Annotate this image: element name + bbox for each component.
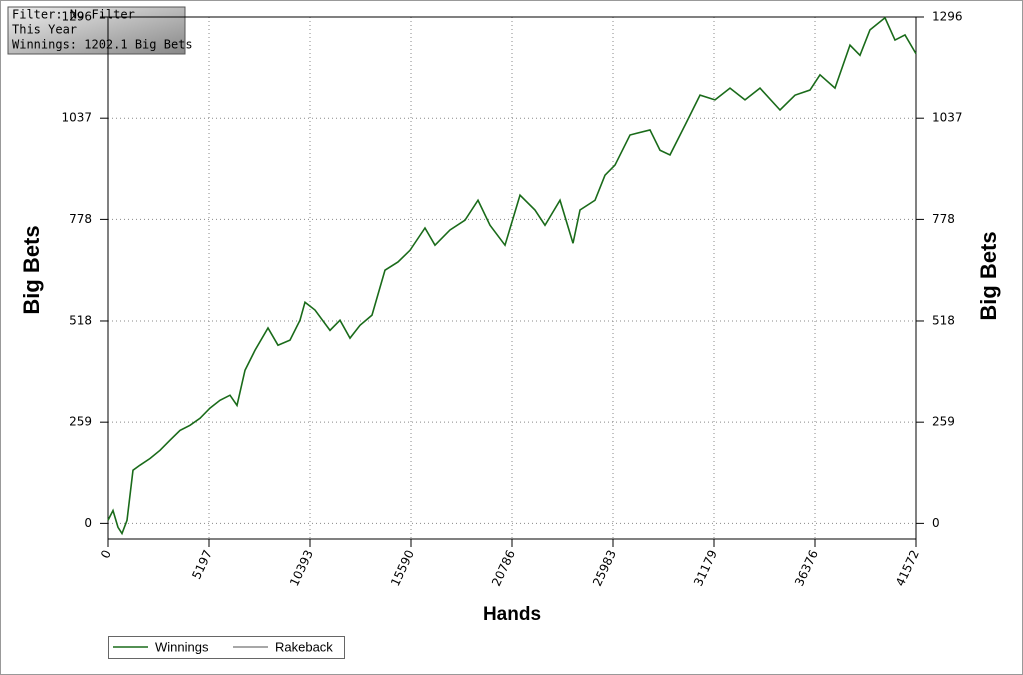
y2-tick-label: 1296 (932, 10, 963, 24)
legend-label: Winnings (155, 639, 209, 654)
y-tick-label: 1037 (61, 111, 92, 125)
x-axis-label: Hands (483, 604, 541, 625)
y-tick-label: 1296 (61, 10, 92, 24)
y2-tick-label: 778 (932, 212, 955, 226)
info-text: Filter: No Filter (12, 8, 135, 22)
y-tick-label: 0 (84, 516, 92, 530)
y2-tick-label: 1037 (932, 111, 963, 125)
y2-tick-label: 0 (932, 516, 940, 530)
y-tick-label: 778 (69, 212, 92, 226)
info-box (7, 6, 186, 55)
y2-tick-label: 259 (932, 415, 955, 429)
y-tick-label: 259 (69, 415, 92, 429)
info-text: This Year (12, 23, 77, 37)
y-tick-label: 518 (69, 313, 92, 327)
legend-box (108, 636, 345, 659)
y2-tick-label: 518 (932, 313, 955, 327)
y-axis-label: Big Bets (19, 225, 44, 314)
plot-frame (107, 16, 917, 540)
legend-label: Rakeback (275, 639, 333, 654)
series-line (107, 16, 917, 536)
y2-axis-label: Big Bets (976, 231, 1001, 320)
info-text: Winnings: 1202.1 Big Bets (12, 38, 193, 52)
